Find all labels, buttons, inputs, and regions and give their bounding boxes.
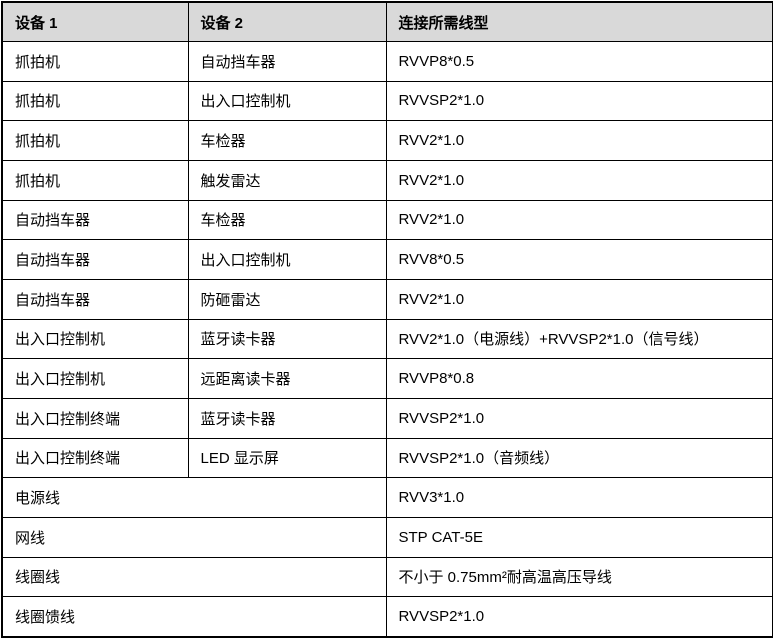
cable-cell: RVVP8*0.5 (385, 41, 773, 82)
table-row: 自动挡车器 出入口控制机 RVV8*0.5 (1, 239, 773, 280)
cable-cell: RVV2*1.0 (385, 199, 773, 241)
table-row: 出入口控制终端 LED 显示屏 RVVSP2*1.0（音频线） (1, 437, 773, 479)
table-row-merged: 网线 STP CAT-5E (1, 516, 773, 558)
device1-cell: 抓拍机 (1, 159, 189, 201)
cable-cell: RVV2*1.0 (385, 159, 773, 201)
device2-cell: 蓝牙读卡器 (187, 318, 387, 360)
device2-cell: 车检器 (187, 199, 387, 241)
header-device2: 设备 2 (187, 1, 387, 42)
table-row: 出入口控制机 蓝牙读卡器 RVV2*1.0（电源线）+RVVSP2*1.0（信号… (1, 318, 773, 360)
device2-cell: LED 显示屏 (187, 437, 387, 479)
device1-cell: 自动挡车器 (1, 239, 189, 280)
cable-name-cell: 网线 (1, 516, 387, 558)
table-row: 出入口控制机 远距离读卡器 RVVP8*0.8 (1, 358, 773, 399)
cable-cell: RVVSP2*1.0 (385, 397, 773, 439)
device1-cell: 抓拍机 (1, 41, 189, 82)
header-row: 设备 1 设备 2 连接所需线型 (1, 1, 773, 42)
table-row-merged: 电源线 RVV3*1.0 (1, 477, 773, 518)
table-row-merged: 线圈线 不小于 0.75mm²耐高温高压导线 (1, 556, 773, 598)
device1-cell: 抓拍机 (1, 120, 189, 161)
device1-cell: 自动挡车器 (1, 278, 189, 320)
cable-cell: RVV8*0.5 (385, 239, 773, 280)
table-row: 自动挡车器 车检器 RVV2*1.0 (1, 199, 773, 241)
device2-cell: 出入口控制机 (187, 80, 387, 122)
cable-cell: 不小于 0.75mm²耐高温高压导线 (385, 556, 773, 598)
device2-cell: 车检器 (187, 120, 387, 161)
device2-cell: 防砸雷达 (187, 278, 387, 320)
table-row: 抓拍机 触发雷达 RVV2*1.0 (1, 159, 773, 201)
device1-cell: 出入口控制机 (1, 318, 189, 360)
cable-cell: RVV2*1.0 (385, 120, 773, 161)
cable-cell: RVVSP2*1.0 (385, 596, 773, 638)
device1-cell: 抓拍机 (1, 80, 189, 122)
header-device1: 设备 1 (1, 1, 189, 42)
cable-cell: STP CAT-5E (385, 516, 773, 558)
cable-cell: RVVP8*0.8 (385, 358, 773, 399)
cable-name-cell: 电源线 (1, 477, 387, 518)
cable-cell: RVVSP2*1.0（音频线） (385, 437, 773, 479)
device1-cell: 自动挡车器 (1, 199, 189, 241)
header-cable-type: 连接所需线型 (385, 1, 773, 42)
device1-cell: 出入口控制终端 (1, 437, 189, 479)
device2-cell: 触发雷达 (187, 159, 387, 201)
device1-cell: 出入口控制机 (1, 358, 189, 399)
table-row: 抓拍机 车检器 RVV2*1.0 (1, 120, 773, 161)
cable-name-cell: 线圈线 (1, 556, 387, 598)
cable-cell: RVV2*1.0（电源线）+RVVSP2*1.0（信号线） (385, 318, 773, 360)
device1-cell: 出入口控制终端 (1, 397, 189, 439)
table-row-merged: 线圈馈线 RVVSP2*1.0 (1, 596, 773, 638)
device2-cell: 出入口控制机 (187, 239, 387, 280)
device2-cell: 远距离读卡器 (187, 358, 387, 399)
table-row: 自动挡车器 防砸雷达 RVV2*1.0 (1, 278, 773, 320)
cable-cell: RVV3*1.0 (385, 477, 773, 518)
table-row: 出入口控制终端 蓝牙读卡器 RVVSP2*1.0 (1, 397, 773, 439)
table-row: 抓拍机 自动挡车器 RVVP8*0.5 (1, 41, 773, 82)
cable-cell: RVV2*1.0 (385, 278, 773, 320)
cable-cell: RVVSP2*1.0 (385, 80, 773, 122)
device2-cell: 自动挡车器 (187, 41, 387, 82)
cable-name-cell: 线圈馈线 (1, 596, 387, 638)
device2-cell: 蓝牙读卡器 (187, 397, 387, 439)
table-row: 抓拍机 出入口控制机 RVVSP2*1.0 (1, 80, 773, 122)
